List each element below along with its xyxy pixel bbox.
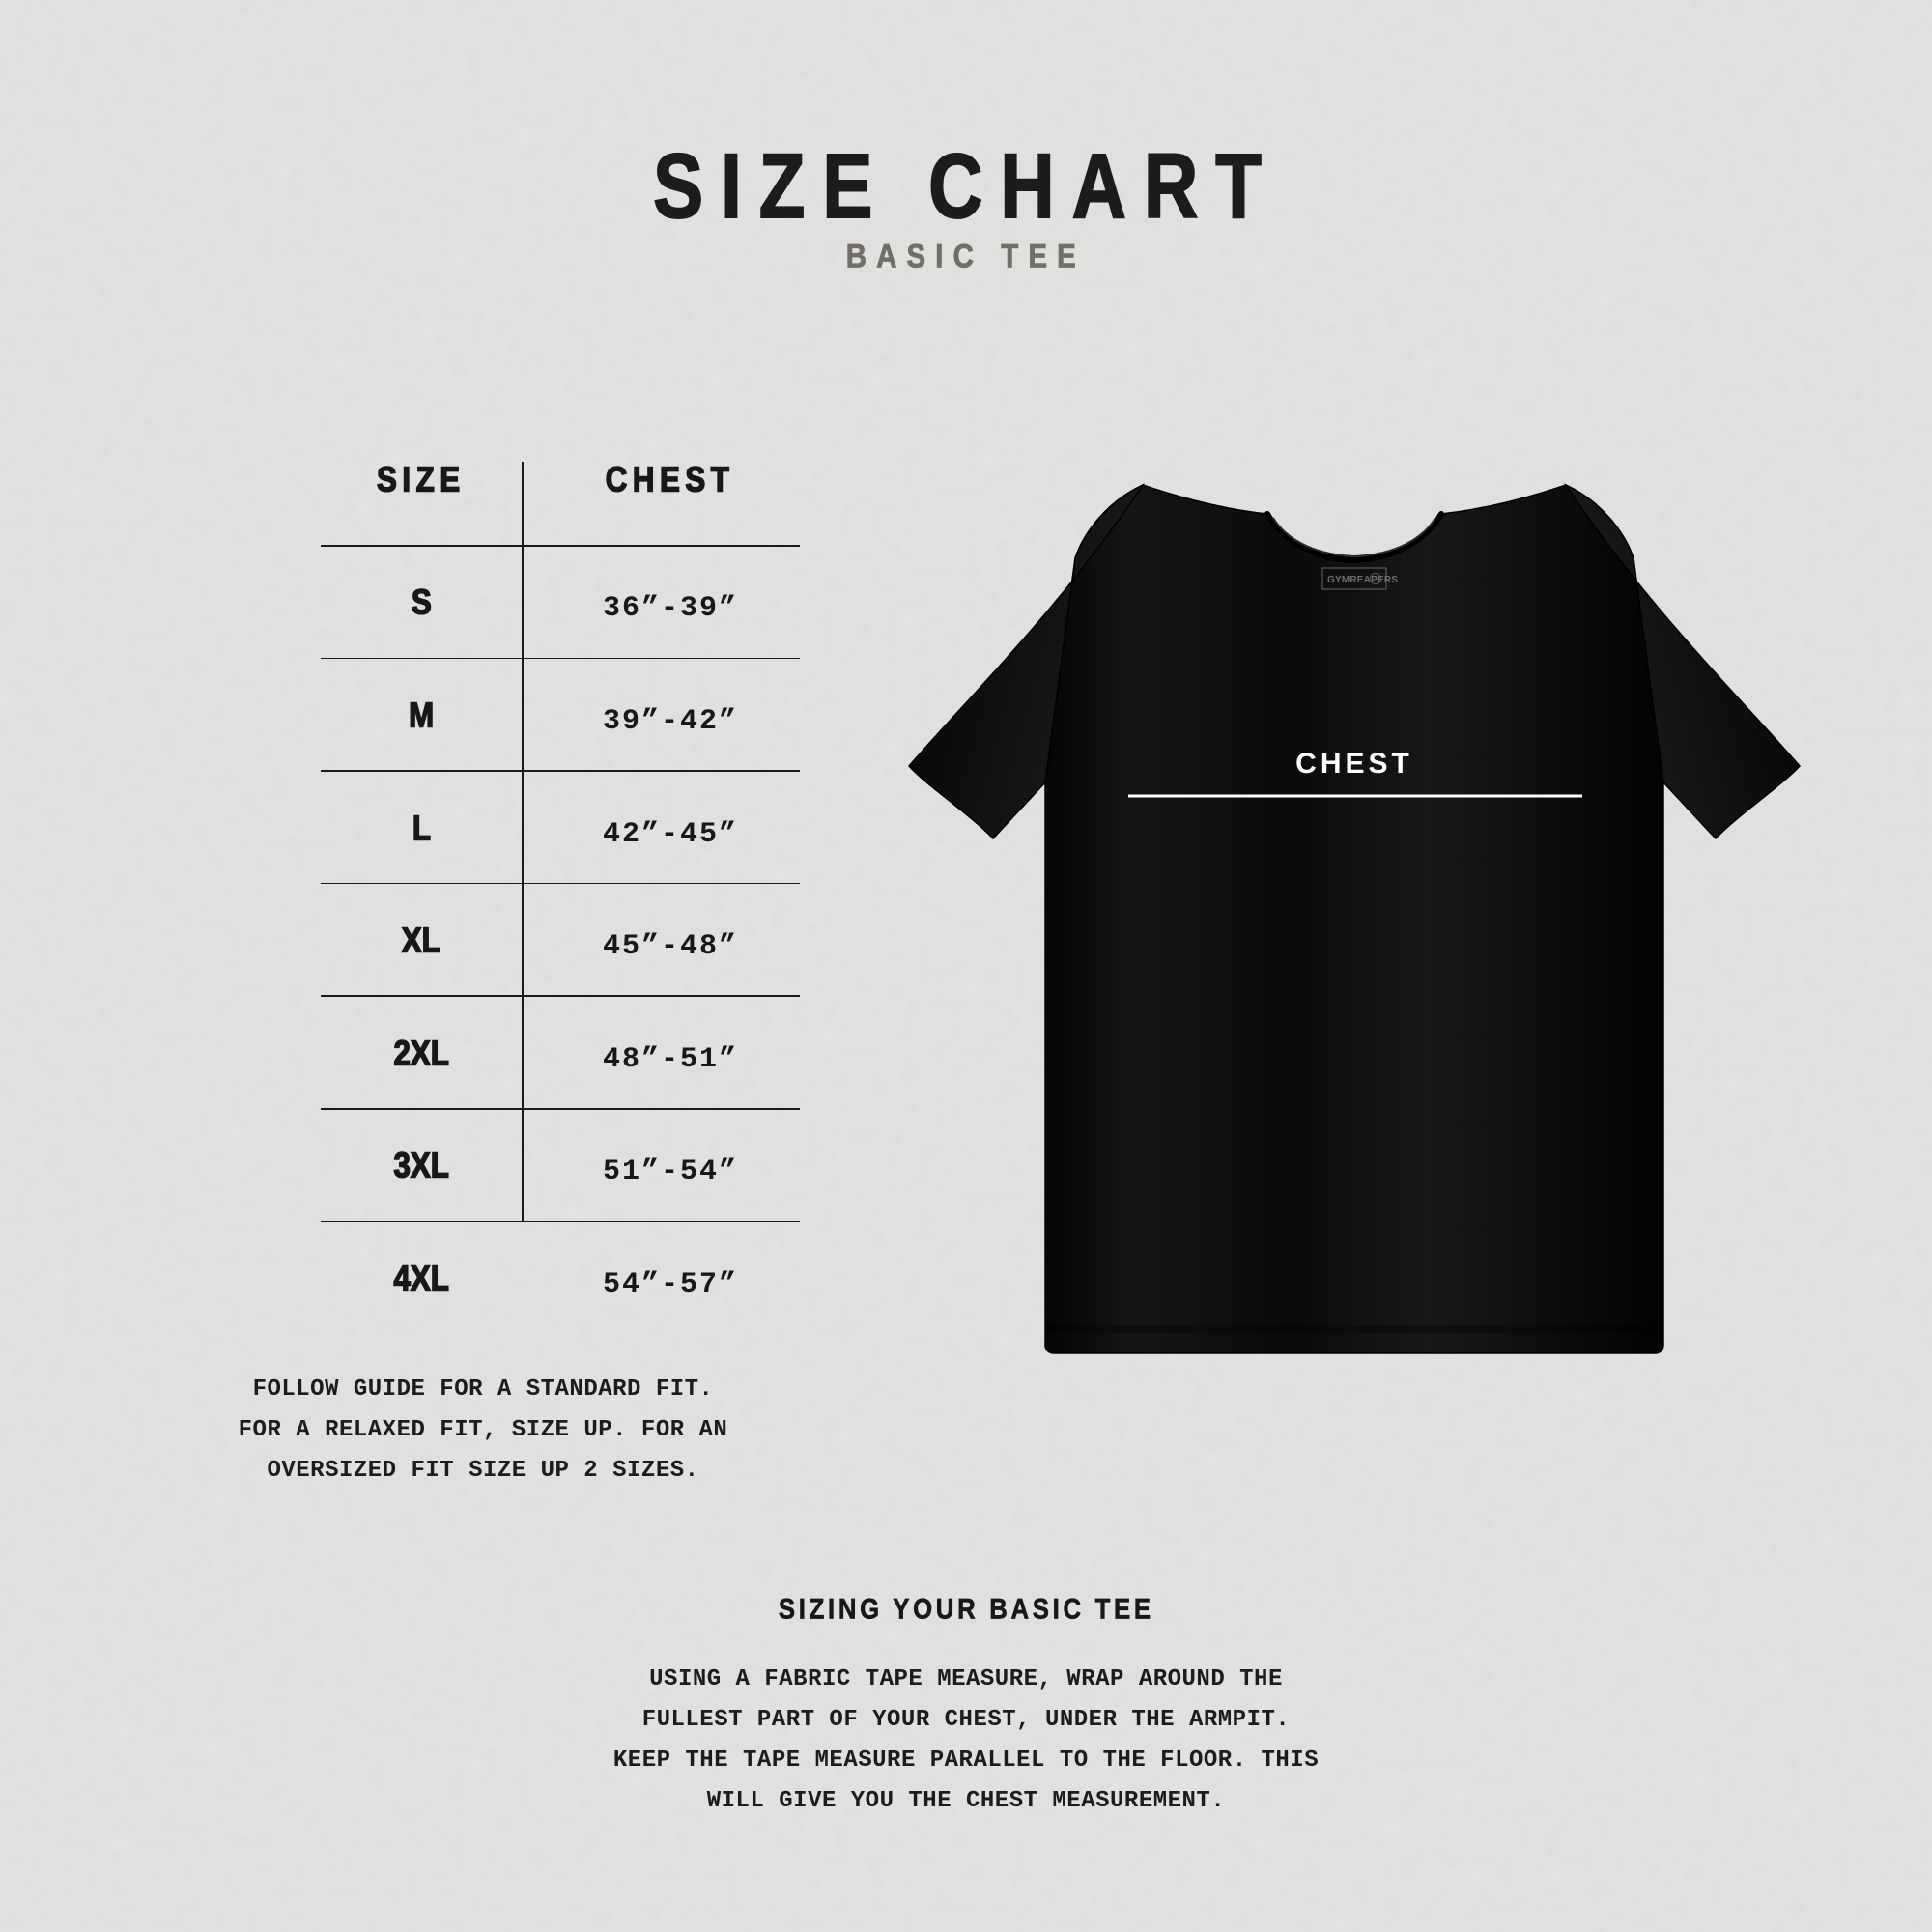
svg-text:GYMREAPERS: GYMREAPERS bbox=[1327, 575, 1398, 585]
svg-text:CHEST: CHEST bbox=[1295, 748, 1413, 780]
